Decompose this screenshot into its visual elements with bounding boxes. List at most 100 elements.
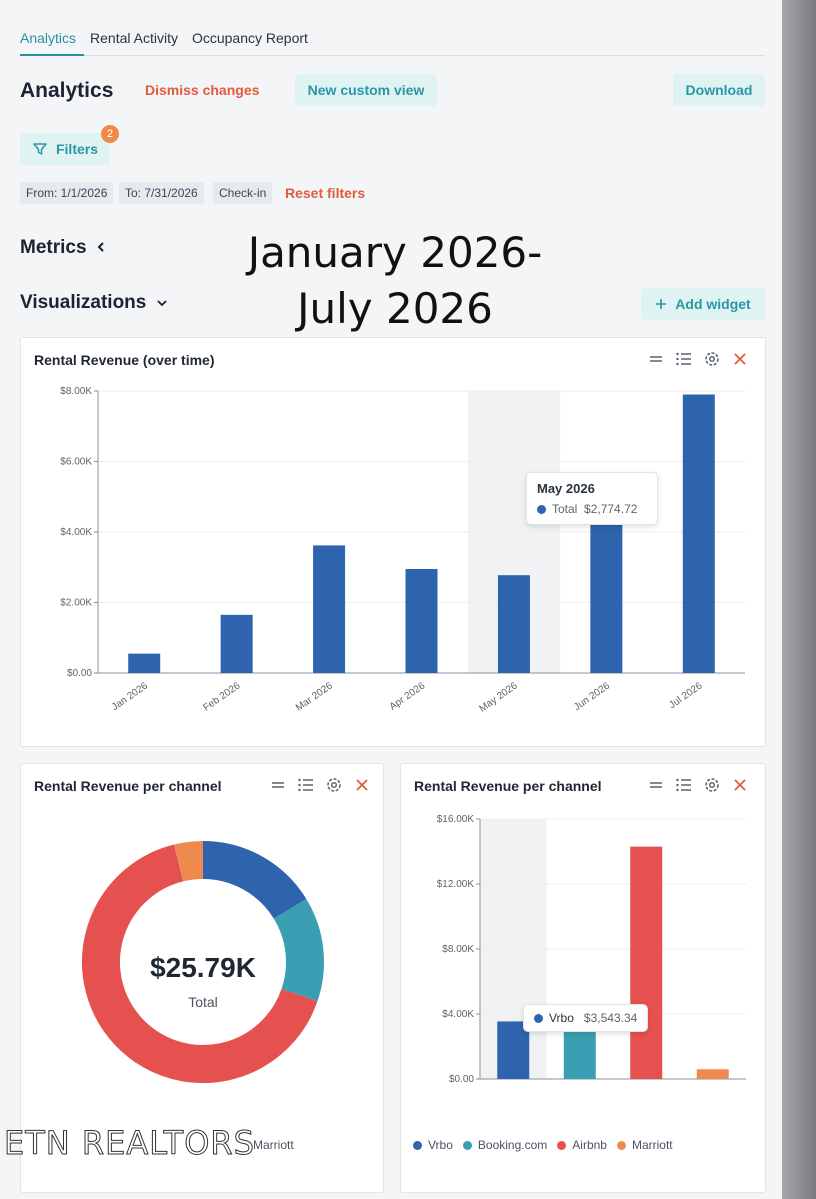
- x-tick-label: Feb 2026: [201, 680, 242, 713]
- date-range-overlay: January 2026- July 2026: [170, 225, 620, 337]
- close-icon[interactable]: [353, 776, 371, 794]
- tooltip-series: Total: [552, 502, 578, 516]
- drag-icon[interactable]: [269, 776, 287, 794]
- filter-chip-checkin[interactable]: Check-in: [213, 182, 273, 204]
- legend-dot: [616, 1140, 626, 1150]
- series-dot: [534, 1014, 543, 1023]
- plus-icon: [655, 298, 667, 310]
- legend-dot: [413, 1140, 422, 1150]
- x-tick-label: Jan 2026: [110, 680, 150, 713]
- visualizations-label: Visualizations: [20, 292, 147, 313]
- y-tick-label: $6.00K: [60, 457, 92, 468]
- revenue-over-time-card: Rental Revenue (over time) $0.00 $2.00K $4…: [20, 337, 766, 747]
- add-widget-button[interactable]: Add widget: [641, 288, 765, 320]
- card-title: Rental Revenue per channel: [34, 778, 222, 794]
- donut-total-value: $25.79K: [150, 952, 256, 983]
- legend-label: Airbnb: [572, 1138, 607, 1152]
- add-widget-label: Add widget: [675, 296, 751, 312]
- bar: [696, 1069, 729, 1079]
- bar: [313, 545, 346, 673]
- bar: [590, 524, 623, 673]
- y-tick-label: $0.00: [67, 668, 92, 679]
- legend-item[interactable]: Airbnb: [557, 1138, 607, 1152]
- page-title: Analytics: [20, 79, 114, 102]
- card-toolbar: [269, 776, 371, 794]
- chart-tooltip: May 2026 Total $2,774.72: [526, 472, 658, 525]
- x-tick-label: Mar 2026: [294, 680, 335, 713]
- y-tick-label: $12.00K: [437, 879, 475, 890]
- donut-total-label: Total: [188, 994, 218, 1010]
- filters-button[interactable]: Filters: [20, 133, 110, 165]
- close-icon[interactable]: [731, 776, 749, 794]
- drag-icon[interactable]: [647, 350, 665, 368]
- bar: [497, 1021, 530, 1079]
- gear-icon[interactable]: [325, 776, 343, 794]
- donut-slice: [82, 844, 318, 1083]
- reset-filters-button[interactable]: Reset filters: [285, 185, 366, 201]
- download-button[interactable]: Download: [673, 74, 765, 106]
- dismiss-changes-button[interactable]: Dismiss changes: [145, 82, 260, 98]
- chevron-left-icon: [96, 237, 106, 259]
- revenue-per-channel-donut-card: Rental Revenue per channel $25.79K Total…: [20, 763, 384, 1193]
- legend-item[interactable]: Booking.com: [462, 1138, 547, 1152]
- revenue-donut-chart: [82, 841, 324, 1083]
- tooltip-value: $2,774.72: [584, 502, 638, 516]
- list-icon[interactable]: [675, 776, 693, 794]
- drag-icon[interactable]: [647, 776, 665, 794]
- y-tick-label: $8.00K: [60, 386, 92, 397]
- tab-occupancy-report[interactable]: Occupancy Report: [191, 30, 308, 46]
- x-tick-label: Jun 2026: [572, 680, 612, 713]
- bar: [630, 846, 663, 1079]
- bar: [128, 653, 161, 673]
- legend-item[interactable]: Vrbo: [413, 1138, 453, 1152]
- new-custom-view-button[interactable]: New custom view: [295, 74, 437, 106]
- gear-icon[interactable]: [703, 776, 721, 794]
- overlay-line-2: July 2026: [297, 284, 493, 333]
- card-title: Rental Revenue per channel: [414, 778, 602, 794]
- channel-bar-chart: $0.00 $4.00K $8.00K $12.00K $16.00K: [437, 814, 746, 1085]
- donut-legend-marriott: Marriott: [253, 1138, 294, 1152]
- tab-analytics[interactable]: Analytics: [20, 30, 77, 46]
- filter-chip-to[interactable]: To: 7/31/2026: [119, 182, 204, 204]
- channel-tooltip: Vrbo $3,543.34: [523, 1004, 649, 1032]
- legend-item[interactable]: Marriott: [616, 1138, 673, 1152]
- chevron-down-icon: [156, 292, 168, 314]
- bar: [682, 394, 715, 673]
- bar: [563, 1028, 596, 1079]
- y-tick-label: $0.00: [449, 1074, 474, 1085]
- list-icon[interactable]: [297, 776, 315, 794]
- filter-chip-from[interactable]: From: 1/1/2026: [20, 182, 114, 204]
- watermark: ETN REALTORS: [4, 1124, 255, 1163]
- list-icon[interactable]: [675, 350, 693, 368]
- legend-label: Vrbo: [428, 1138, 453, 1152]
- revenue-over-time-chart: $0.00 $2.00K $4.00K $6.00K $8.00K Jan 2026 Feb…: [60, 386, 745, 715]
- filter-count-badge: 2: [101, 125, 119, 143]
- legend-dot: [462, 1140, 472, 1150]
- tooltip-title: May 2026: [537, 481, 595, 496]
- bar: [405, 569, 438, 673]
- metrics-toggle[interactable]: Metrics: [20, 237, 106, 259]
- x-tick-label: Apr 2026: [388, 680, 428, 713]
- revenue-per-channel-bar-card: Rental Revenue per channel $0.00 $4.00K $8…: [400, 763, 766, 1193]
- tooltip-row: Total $2,774.72: [537, 502, 647, 516]
- tooltip-series: Vrbo: [549, 1011, 574, 1025]
- close-icon[interactable]: [731, 350, 749, 368]
- tab-divider: [20, 55, 765, 56]
- x-tick-label: May 2026: [477, 680, 520, 714]
- gear-icon[interactable]: [703, 350, 721, 368]
- legend-dot: [557, 1140, 567, 1150]
- filters-label: Filters: [55, 141, 98, 157]
- y-tick-label: $2.00K: [60, 598, 92, 609]
- y-tick-label: $4.00K: [60, 527, 92, 538]
- card-toolbar: [647, 776, 749, 794]
- y-tick-label: $4.00K: [442, 1009, 474, 1020]
- y-tick-label: $8.00K: [442, 944, 474, 955]
- tab-rental-activity[interactable]: Rental Activity: [90, 30, 178, 46]
- visualizations-toggle[interactable]: Visualizations: [20, 292, 168, 314]
- y-tick-label: $16.00K: [437, 814, 475, 825]
- legend-label: Marriott: [631, 1138, 673, 1152]
- bar: [497, 575, 530, 673]
- channel-legend: Vrbo Booking.com Airbnb Marriott: [413, 1138, 673, 1152]
- card-title: Rental Revenue (over time): [34, 352, 215, 368]
- analytics-page: Analytics Rental Activity Occupancy Repo…: [3, 30, 766, 1193]
